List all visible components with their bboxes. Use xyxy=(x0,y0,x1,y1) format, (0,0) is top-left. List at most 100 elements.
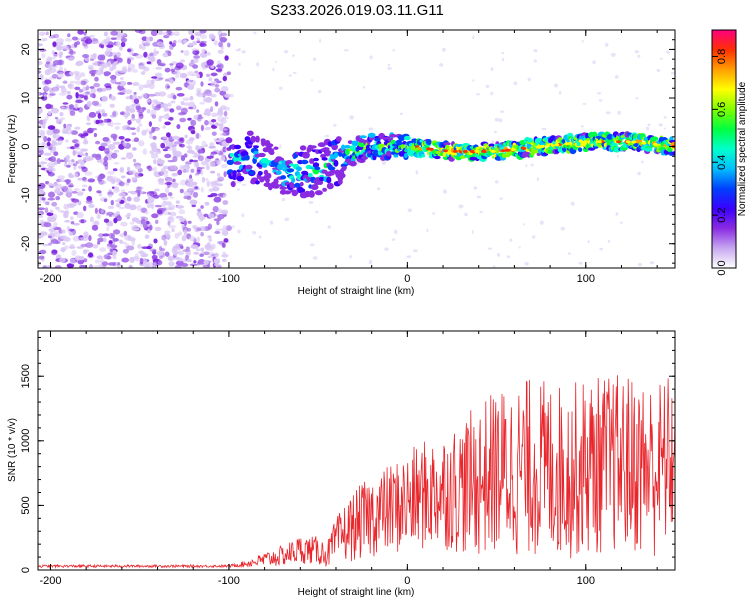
noise-blob xyxy=(56,38,64,43)
ridge-cell xyxy=(236,175,245,182)
noise-blob xyxy=(118,80,127,87)
noise-blob xyxy=(126,126,132,131)
noise-blob xyxy=(107,143,116,150)
noise-blob xyxy=(109,103,115,108)
noise-blob xyxy=(109,95,116,101)
noise-blob xyxy=(223,106,230,111)
noise-blob xyxy=(93,220,99,224)
noise-blob xyxy=(52,213,58,220)
noise-blob xyxy=(161,202,167,207)
noise-blob xyxy=(179,179,187,186)
noise-blob xyxy=(143,51,148,58)
noise-blob xyxy=(189,61,195,66)
noise-blob xyxy=(60,185,68,192)
noise-blob xyxy=(154,226,162,232)
noise-blob xyxy=(229,93,234,98)
noise-blob xyxy=(499,197,504,200)
noise-blob xyxy=(45,31,49,36)
noise-blob xyxy=(156,209,163,215)
noise-blob xyxy=(475,93,480,96)
noise-blob xyxy=(145,220,150,225)
noise-blob xyxy=(175,200,180,204)
noise-blob xyxy=(117,92,125,95)
noise-blob xyxy=(114,199,121,203)
noise-blob xyxy=(118,136,125,140)
noise-blob xyxy=(610,52,616,57)
ridge-cell xyxy=(273,178,279,185)
noise-blob xyxy=(167,50,172,57)
noise-blob xyxy=(192,64,199,69)
noise-blob xyxy=(96,119,104,124)
noise-blob xyxy=(141,216,149,222)
noise-blob xyxy=(62,45,70,51)
noise-blob xyxy=(186,169,190,173)
ridge-cell xyxy=(246,130,254,136)
noise-blob xyxy=(140,207,148,214)
noise-blob xyxy=(49,225,57,229)
noise-blob xyxy=(200,169,204,176)
noise-blob xyxy=(174,151,183,158)
noise-blob xyxy=(50,107,59,114)
noise-blob xyxy=(68,184,75,188)
noise-blob xyxy=(100,40,107,46)
noise-blob xyxy=(578,261,583,265)
noise-blob xyxy=(253,31,257,35)
noise-blob xyxy=(170,100,176,104)
noise-blob xyxy=(107,252,113,256)
noise-blob xyxy=(73,222,80,226)
noise-blob xyxy=(132,82,140,86)
ridge-cell xyxy=(232,170,237,176)
noise-blob xyxy=(182,249,190,252)
noise-blob xyxy=(203,112,208,115)
noise-blob xyxy=(615,212,619,216)
noise-blob xyxy=(64,220,71,223)
noise-blob xyxy=(216,150,220,154)
noise-blob xyxy=(476,195,481,199)
noise-blob xyxy=(191,204,196,208)
noise-blob xyxy=(57,175,65,180)
noise-blob xyxy=(164,153,172,159)
ridge-cell xyxy=(443,142,451,146)
noise-blob xyxy=(221,242,226,248)
noise-blob xyxy=(136,118,141,124)
noise-blob xyxy=(200,205,204,209)
noise-blob xyxy=(42,37,48,42)
y-tick-label: 20 xyxy=(20,43,32,55)
noise-blob xyxy=(123,230,128,237)
noise-blob xyxy=(171,42,176,47)
ridge-cell xyxy=(273,146,279,150)
noise-blob xyxy=(111,206,115,209)
noise-blob xyxy=(82,54,90,58)
noise-blob xyxy=(232,225,235,229)
noise-blob xyxy=(156,250,164,257)
noise-blob xyxy=(137,244,142,249)
noise-blob xyxy=(387,63,391,67)
noise-blob xyxy=(43,152,52,156)
noise-blob xyxy=(191,48,200,51)
noise-blob xyxy=(173,141,181,145)
noise-blob xyxy=(196,92,205,98)
noise-blob xyxy=(85,91,91,95)
noise-blob xyxy=(71,249,77,256)
noise-blob xyxy=(217,107,224,113)
noise-blob xyxy=(206,164,210,171)
noise-blob xyxy=(49,156,56,163)
noise-blob xyxy=(144,128,150,133)
noise-blob xyxy=(485,84,490,88)
noise-blob xyxy=(292,71,297,74)
noise-blob xyxy=(587,240,590,244)
noise-blob xyxy=(173,181,177,185)
noise-blob xyxy=(40,161,48,165)
noise-blob xyxy=(53,141,58,147)
noise-blob xyxy=(194,70,199,74)
ridge-cell xyxy=(421,154,426,158)
ridge-cell xyxy=(671,151,675,156)
noise-blob xyxy=(524,261,529,266)
noise-blob xyxy=(58,118,63,122)
noise-blob xyxy=(558,90,562,95)
noise-blob xyxy=(71,191,78,194)
noise-blob xyxy=(49,209,54,214)
noise-blob xyxy=(112,141,121,145)
noise-blob xyxy=(211,119,217,123)
